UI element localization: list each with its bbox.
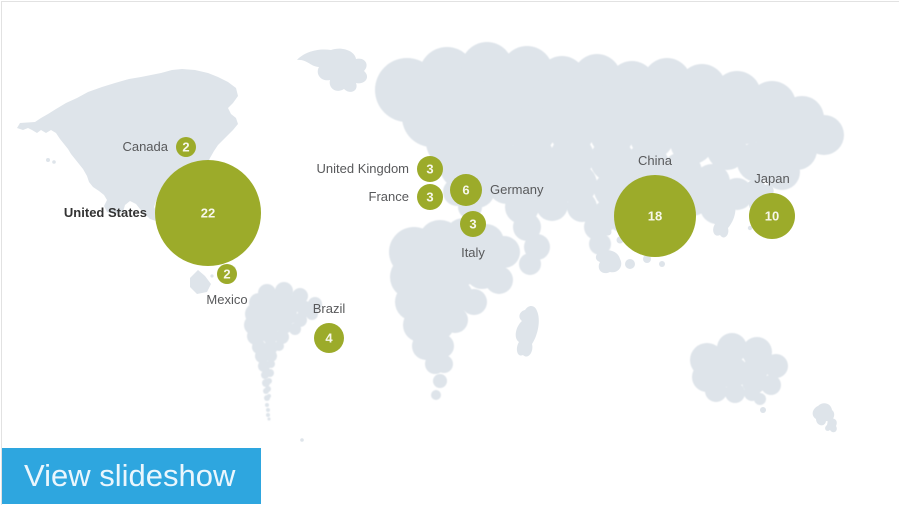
svg-text:France: France <box>369 189 409 204</box>
svg-text:Canada: Canada <box>122 139 168 154</box>
svg-text:China: China <box>638 153 673 168</box>
svg-text:Italy: Italy <box>461 245 485 260</box>
svg-text:22: 22 <box>201 205 215 220</box>
svg-text:6: 6 <box>462 182 469 197</box>
svg-text:Brazil: Brazil <box>313 301 346 316</box>
svg-text:Mexico: Mexico <box>206 292 247 307</box>
svg-text:Japan: Japan <box>754 171 789 186</box>
svg-text:10: 10 <box>765 208 779 223</box>
svg-text:3: 3 <box>426 161 433 176</box>
svg-text:2: 2 <box>223 266 230 281</box>
svg-text:United States: United States <box>64 205 147 220</box>
svg-text:3: 3 <box>426 189 433 204</box>
svg-text:Germany: Germany <box>490 182 544 197</box>
svg-text:18: 18 <box>648 208 662 223</box>
svg-text:2: 2 <box>182 139 189 154</box>
svg-text:United Kingdom: United Kingdom <box>317 161 410 176</box>
svg-text:4: 4 <box>325 330 333 345</box>
svg-text:3: 3 <box>469 216 476 231</box>
